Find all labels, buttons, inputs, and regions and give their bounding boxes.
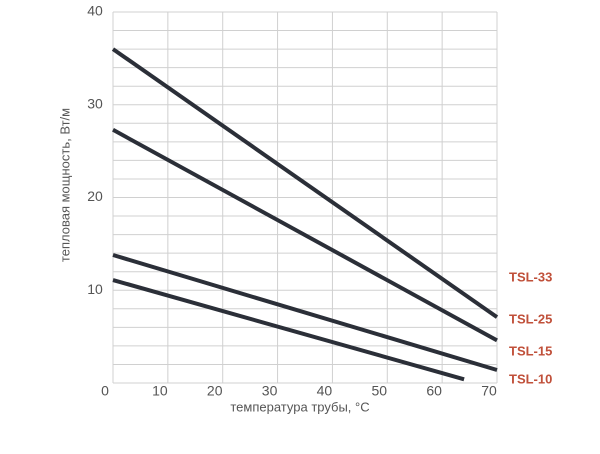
x-tick-label: 0 bbox=[101, 383, 109, 399]
y-tick-label: 30 bbox=[87, 95, 103, 111]
x-axis-label: температура трубы, °С bbox=[230, 399, 369, 414]
legend-label: TSL-15 bbox=[509, 343, 552, 358]
series-line bbox=[112, 278, 465, 382]
legend-label: TSL-33 bbox=[509, 269, 552, 284]
x-tick-label: 20 bbox=[207, 383, 223, 399]
series-line bbox=[111, 47, 499, 319]
legend-label: TSL-10 bbox=[509, 371, 552, 386]
x-tick-label: 30 bbox=[262, 383, 278, 399]
y-tick-label: 10 bbox=[87, 281, 103, 297]
series-line bbox=[112, 253, 498, 372]
x-tick-label: 70 bbox=[481, 383, 497, 399]
x-tick-label: 40 bbox=[317, 383, 333, 399]
y-axis-label: тепловая мощность, Вт/м bbox=[57, 108, 72, 262]
x-tick-label: 50 bbox=[371, 383, 387, 399]
y-tick-label: 40 bbox=[87, 3, 103, 19]
x-tick-label: 10 bbox=[152, 383, 168, 399]
x-tick-label: 60 bbox=[426, 383, 442, 399]
series-line bbox=[112, 128, 498, 343]
legend-label: TSL-25 bbox=[509, 311, 552, 326]
y-tick-label: 20 bbox=[87, 188, 103, 204]
